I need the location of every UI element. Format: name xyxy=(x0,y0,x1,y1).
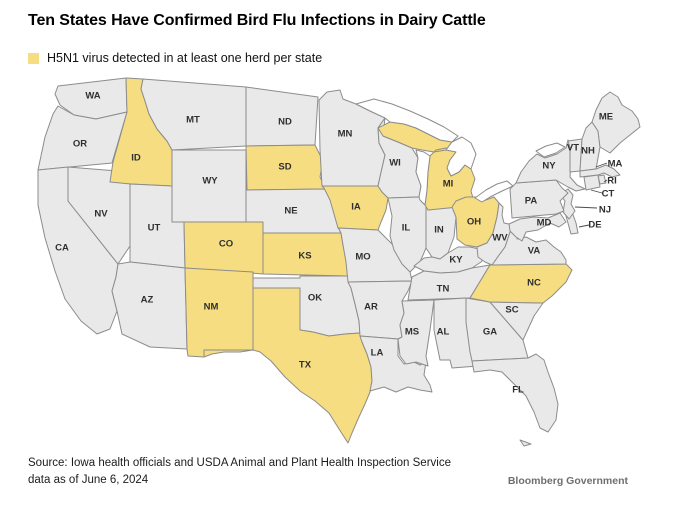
callout-line-DE xyxy=(578,224,590,228)
state-label-UT: UT xyxy=(148,223,161,234)
legend-label: H5N1 virus detected in at least one herd… xyxy=(47,51,323,65)
state-label-MA: MA xyxy=(608,159,623,170)
state-label-OK: OK xyxy=(308,293,322,304)
state-NM xyxy=(184,267,254,358)
state-label-AL: AL xyxy=(437,327,450,338)
state-label-CA: CA xyxy=(55,243,69,254)
state-label-VT: VT xyxy=(567,143,579,154)
state-label-NE: NE xyxy=(284,206,297,217)
source-note: Source: Iowa health officials and USDA A… xyxy=(28,455,451,489)
state-label-NC: NC xyxy=(527,278,541,289)
state-PA xyxy=(509,179,569,219)
state-label-AZ: AZ xyxy=(141,295,154,306)
state-label-AR: AR xyxy=(364,302,378,313)
state-label-TN: TN xyxy=(437,284,450,295)
state-label-RI: RI xyxy=(607,176,617,187)
state-MD xyxy=(508,212,567,242)
state-label-LA: LA xyxy=(371,348,384,359)
legend: H5N1 virus detected in at least one herd… xyxy=(28,51,322,65)
state-label-IA: IA xyxy=(351,202,361,213)
state-label-CO: CO xyxy=(219,239,233,250)
state-label-ND: ND xyxy=(278,117,292,128)
state-label-MD: MD xyxy=(537,218,552,229)
state-label-KY: KY xyxy=(449,255,463,266)
state-label-NH: NH xyxy=(581,146,595,157)
page-title: Ten States Have Confirmed Bird Flu Infec… xyxy=(28,12,486,29)
state-label-NJ: NJ xyxy=(599,205,611,216)
state-label-OR: OR xyxy=(73,139,87,150)
state-ME xyxy=(591,91,641,154)
state-CT xyxy=(583,174,601,191)
callout-line-NJ xyxy=(574,206,598,209)
state-label-IN: IN xyxy=(434,225,444,236)
state-label-NY: NY xyxy=(542,161,556,172)
state-label-SC: SC xyxy=(505,305,518,316)
attribution: Bloomberg Government xyxy=(507,475,628,487)
state-label-TX: TX xyxy=(299,360,312,371)
state-FL xyxy=(471,353,559,447)
state-label-WY: WY xyxy=(202,176,218,187)
callout-line-RI xyxy=(603,179,608,183)
state-label-DE: DE xyxy=(588,220,601,231)
state-label-VA: VA xyxy=(528,246,541,257)
lake-michigan xyxy=(415,149,431,206)
state-label-GA: GA xyxy=(483,327,497,338)
state-AZ xyxy=(111,261,188,350)
state-TX xyxy=(203,287,373,444)
state-label-MN: MN xyxy=(338,129,353,140)
lake-huron xyxy=(445,136,477,177)
legend-swatch-icon xyxy=(28,52,39,64)
state-label-KS: KS xyxy=(298,251,311,262)
state-OR xyxy=(37,105,128,171)
state-label-NM: NM xyxy=(204,302,219,313)
state-label-MI: MI xyxy=(443,179,454,190)
state-VT xyxy=(567,138,583,173)
state-label-MT: MT xyxy=(186,115,200,126)
lake-superior xyxy=(355,98,459,143)
callout-line-MA xyxy=(595,162,608,168)
state-label-WA: WA xyxy=(85,91,100,102)
state-label-WI: WI xyxy=(389,158,401,169)
state-label-NV: NV xyxy=(94,209,108,220)
state-label-MO: MO xyxy=(355,252,370,263)
state-label-WV: WV xyxy=(492,233,508,244)
state-label-CT: CT xyxy=(602,189,615,200)
lake-ontario xyxy=(535,142,566,158)
state-label-OH: OH xyxy=(467,217,481,228)
state-label-ID: ID xyxy=(131,153,141,164)
callout-line-CT xyxy=(590,189,603,194)
state-MS xyxy=(397,299,435,367)
state-label-FL: FL xyxy=(512,385,524,396)
source-line-2: data as of June 6, 2024 xyxy=(28,474,149,486)
state-label-MS: MS xyxy=(405,327,419,338)
source-line-1: Source: Iowa health officials and USDA A… xyxy=(28,457,451,469)
state-label-IL: IL xyxy=(402,223,411,234)
lake-erie xyxy=(474,180,514,203)
state-label-PA: PA xyxy=(525,196,538,207)
state-label-ME: ME xyxy=(599,112,613,123)
state-label-SD: SD xyxy=(278,162,291,173)
